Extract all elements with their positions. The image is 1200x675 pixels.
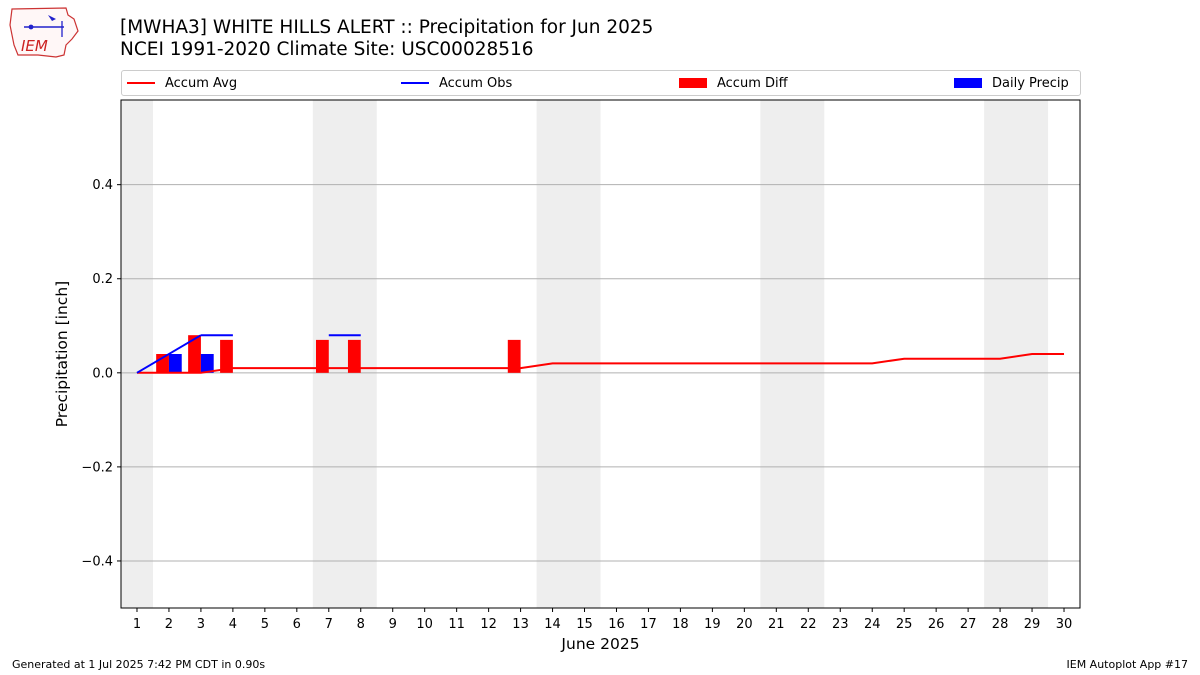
x-tick-label: 8 (357, 617, 365, 632)
y-tick-label: 0.2 (92, 272, 113, 287)
y-axis-label: Precipitation [inch] (53, 281, 71, 427)
x-tick-label: 18 (672, 617, 689, 632)
x-tick-label: 9 (389, 617, 397, 632)
title-line-1: [MWHA3] WHITE HILLS ALERT :: Precipitati… (120, 17, 654, 38)
footer-generated: Generated at 1 Jul 2025 7:42 PM CDT in 0… (12, 658, 266, 671)
title-line-2: NCEI 1991-2020 Climate Site: USC00028516 (120, 39, 534, 60)
plot-frame (120, 99, 1081, 609)
bar-daily-precip (200, 354, 214, 373)
x-tick-label: 23 (832, 617, 849, 632)
legend-item-accum-diff: Accum Diff (679, 71, 788, 95)
x-tick-label: 26 (928, 617, 945, 632)
legend-item-daily-precip: Daily Precip (954, 71, 1069, 95)
line-accum-avg (136, 353, 1065, 374)
x-tick-label: 6 (293, 617, 301, 632)
weekend-band (760, 100, 825, 608)
x-tick-label: 1 (133, 617, 141, 632)
legend-swatch-daily-precip (954, 78, 982, 88)
x-tick-label: 12 (480, 617, 497, 632)
weekend-band (121, 100, 153, 608)
chart-title: [MWHA3] WHITE HILLS ALERT :: Precipitati… (120, 17, 653, 61)
bar-accum-diff (507, 339, 521, 373)
footer-app-id: IEM Autoplot App #17 (1066, 658, 1189, 671)
legend-label-daily-precip: Daily Precip (992, 75, 1069, 91)
legend-swatch-accum-avg (127, 82, 155, 84)
x-tick-label: 25 (896, 617, 913, 632)
x-tick-label: 29 (1024, 617, 1041, 632)
iem-logo: IEM (8, 5, 80, 59)
x-axis-label: June 2025 (560, 635, 639, 653)
x-tick-label: 10 (416, 617, 433, 632)
legend-label-accum-obs: Accum Obs (439, 75, 513, 91)
x-tick-label: 27 (960, 617, 977, 632)
bar-daily-precip (168, 354, 182, 373)
x-tick-label: 7 (325, 617, 333, 632)
legend-swatch-accum-obs (401, 82, 429, 84)
logo-text: IEM (21, 37, 48, 55)
bar-accum-diff (220, 339, 233, 373)
x-tick-label: 30 (1056, 617, 1073, 632)
bar-accum-diff (347, 339, 361, 373)
legend-item-accum-avg: Accum Avg (127, 71, 237, 95)
x-tick-label: 13 (512, 617, 529, 632)
x-tick-label: 14 (544, 617, 561, 632)
legend-item-accum-obs: Accum Obs (401, 71, 512, 95)
x-tick-label: 20 (736, 617, 753, 632)
legend-label-accum-avg: Accum Avg (165, 75, 238, 91)
y-tick-label: 0.0 (92, 366, 113, 381)
y-tick-label: −0.2 (81, 460, 113, 475)
bar-accum-diff (188, 335, 201, 373)
x-tick-label: 4 (229, 617, 237, 632)
x-tick-label: 19 (704, 617, 721, 632)
y-tick-label: −0.4 (81, 554, 113, 569)
x-tick-label: 15 (576, 617, 593, 632)
y-tick-label: 0.4 (92, 178, 113, 193)
x-tick-label: 5 (261, 617, 269, 632)
x-tick-label: 2 (165, 617, 173, 632)
x-tick-label: 16 (608, 617, 625, 632)
x-tick-label: 3 (197, 617, 205, 632)
legend-swatch-accum-diff (679, 78, 707, 88)
x-tick-label: 24 (864, 617, 881, 632)
legend-label-accum-diff: Accum Diff (717, 75, 788, 91)
bar-accum-diff (315, 339, 329, 373)
x-tick-label: 22 (800, 617, 817, 632)
x-tick-label: 17 (640, 617, 657, 632)
x-tick-label: 21 (768, 617, 785, 632)
weekend-band (536, 100, 601, 608)
legend: Accum Avg Accum Obs Accum Diff Daily Pre… (121, 70, 1081, 96)
x-tick-label: 28 (992, 617, 1009, 632)
x-tick-label: 11 (448, 617, 465, 632)
line-accum-obs (136, 334, 202, 374)
